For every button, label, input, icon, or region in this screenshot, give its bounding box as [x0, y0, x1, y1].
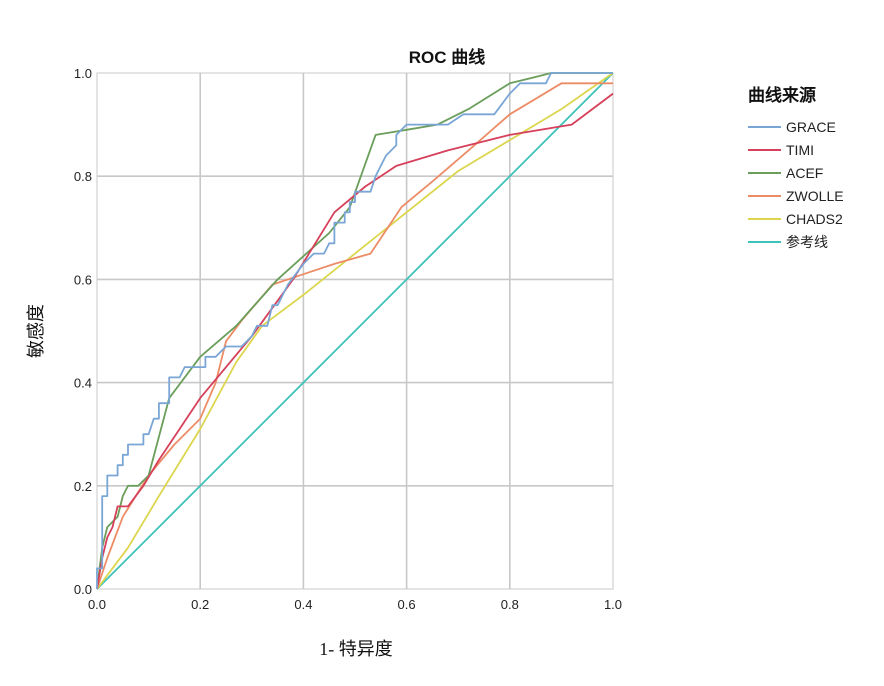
x-tick-label: 0.2: [191, 597, 209, 612]
series-line-reference: [96, 72, 614, 590]
y-axis-label: 敏感度: [26, 304, 46, 358]
legend-title: 曲线来源: [748, 85, 816, 106]
x-tick-label: 1.0: [604, 597, 622, 612]
y-tick-label: 0.8: [74, 169, 92, 184]
tick-labels: 0.0 0.2 0.4 0.6 0.8 1.0 0.0 0.2 0.4 0.6 0.8 1.0: [74, 66, 622, 612]
y-tick-label: 0.4: [74, 376, 92, 391]
legend-label-timi: TIMI: [786, 142, 814, 158]
y-tick-label: 0.6: [74, 272, 92, 287]
grid: [97, 73, 613, 589]
series-lines: [96, 72, 614, 590]
series-line-timi: [96, 92, 614, 590]
x-tick-label: 0.4: [294, 597, 312, 612]
series-line-chads2: [96, 72, 614, 590]
legend-label-zwolle: ZWOLLE: [786, 188, 844, 204]
legend: GRACE TIMI ACEF ZWOLLE CHADS2 参考线: [748, 119, 844, 250]
x-tick-label: 0.6: [398, 597, 416, 612]
legend-label-reference: 参考线: [786, 234, 828, 250]
legend-label-acef: ACEF: [786, 165, 823, 181]
x-tick-label: 0.8: [501, 597, 519, 612]
y-tick-label: 1.0: [74, 66, 92, 81]
chart-title: ROC 曲线: [409, 47, 486, 67]
series-line-grace: [96, 72, 613, 589]
x-tick-label: 0.0: [88, 597, 106, 612]
legend-label-grace: GRACE: [786, 119, 836, 135]
x-axis-label: 1- 特异度: [319, 639, 393, 659]
y-tick-label: 0.0: [74, 582, 92, 597]
legend-label-chads2: CHADS2: [786, 211, 843, 227]
y-tick-label: 0.2: [74, 479, 92, 494]
